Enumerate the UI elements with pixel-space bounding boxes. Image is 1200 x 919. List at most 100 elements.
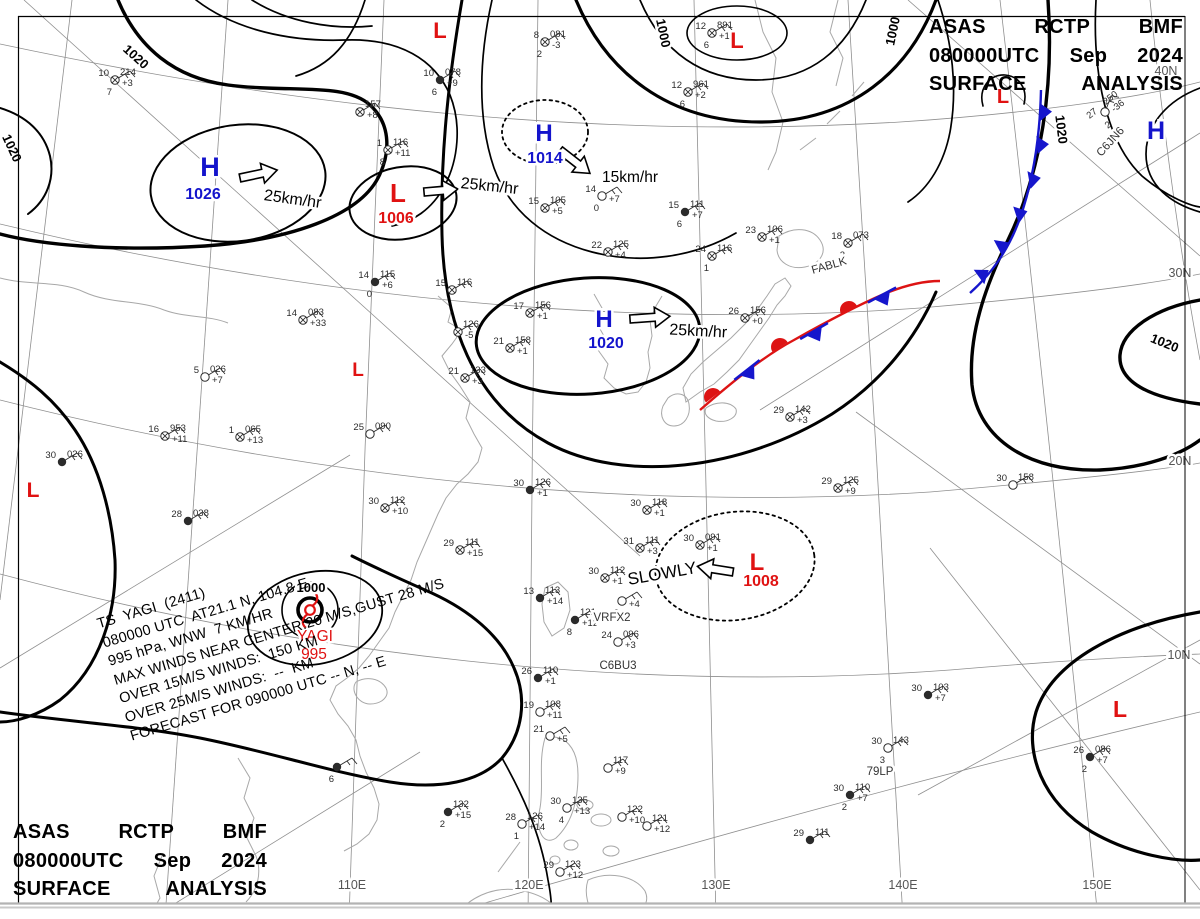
- station-change: +11: [547, 710, 562, 721]
- station-sky-glyph: [236, 433, 244, 441]
- pressure-center-symbol: H: [1147, 117, 1165, 145]
- graticule-label: 140E: [888, 878, 917, 892]
- station-pressure: 156: [535, 300, 551, 311]
- station-plot: 30 143 3: [871, 735, 908, 766]
- station-temp: 30: [513, 478, 524, 489]
- station-plot: 18 073 2: [831, 230, 868, 261]
- storm-isobar-ring: [296, 596, 324, 624]
- station-change: +3: [472, 376, 483, 387]
- station-plot: 126-5: [453, 319, 479, 341]
- station-temp: 12: [695, 21, 706, 32]
- station-change: +14: [547, 596, 563, 607]
- title-line-1: ASAS RCTP BMF: [929, 13, 1183, 42]
- station-circle: [570, 615, 580, 625]
- station-plot: 121+12: [642, 813, 670, 835]
- station-temp: 15: [668, 200, 679, 211]
- station-pressure: 086: [1095, 744, 1111, 755]
- station-dewpoint: 2: [840, 250, 845, 261]
- station-temp: 13: [523, 586, 534, 597]
- station-temp: 23: [745, 225, 756, 236]
- isobar: [480, 0, 737, 260]
- station-pressure: 156: [750, 305, 766, 316]
- island: [576, 799, 594, 811]
- station-temp: 26: [1073, 745, 1084, 756]
- station-plot: 1 116+11 8: [377, 137, 411, 168]
- station-pressure: 081: [550, 29, 566, 40]
- station-plot: 15 111+7 6: [668, 199, 706, 230]
- station-temp: 29: [543, 860, 554, 871]
- typhoon-symbol: [301, 591, 319, 629]
- station-temp: 21: [448, 366, 459, 377]
- cold-front-marker: [739, 364, 755, 380]
- coastline: [541, 581, 571, 637]
- station-circle: [517, 819, 527, 829]
- station-temp: 29: [821, 476, 832, 487]
- title-word: 080000UTC: [929, 44, 1040, 67]
- station-plot: 30 126+1: [513, 477, 550, 499]
- station-plot: 14 083+33: [286, 307, 326, 329]
- isobar: [1030, 610, 1200, 862]
- coastlines: [0, 0, 865, 903]
- station-change: +0: [752, 316, 763, 327]
- station-circle: [535, 593, 545, 603]
- station-temp: 24: [601, 630, 612, 641]
- station-temp: 27: [1085, 106, 1100, 121]
- station-pressure: 126: [535, 477, 551, 488]
- pressure-center-symbol: H: [200, 152, 220, 182]
- station-plot: 122+10: [617, 804, 645, 826]
- isobar: [0, 554, 524, 787]
- station-sky-glyph: [604, 248, 612, 256]
- station-temp: 14: [286, 308, 297, 319]
- station-sky-glyph: [696, 541, 704, 549]
- island: [590, 813, 612, 827]
- isobar: [981, 74, 1026, 107]
- station-plot: 29 125+9: [821, 475, 858, 497]
- station-temp: 29: [443, 538, 454, 549]
- station-change: +8: [367, 110, 378, 121]
- station-sky-glyph: [456, 546, 464, 554]
- station-sky-glyph: [636, 544, 644, 552]
- station-sky-glyph: [834, 484, 842, 492]
- station-dewpoint: 2: [440, 819, 445, 830]
- station-sky-glyph: [381, 504, 389, 512]
- station-pressure: 065: [245, 424, 261, 435]
- station-pressure: 116: [717, 243, 732, 254]
- station-circle: [642, 821, 652, 831]
- pressure-center-symbol: L: [730, 28, 743, 53]
- ship-id-label: VRFX2: [593, 612, 630, 624]
- grid-line: [847, 0, 903, 903]
- title-word: RCTP: [1034, 16, 1091, 38]
- coastline: [353, 678, 388, 705]
- grid-line: [165, 0, 229, 903]
- station-pressure: 073: [853, 230, 869, 241]
- fronts: [699, 89, 1052, 411]
- station-dewpoint: 2: [1082, 764, 1087, 775]
- title-word: 2024: [1137, 44, 1183, 67]
- isobar-closed: [474, 276, 702, 396]
- station-dewpoint: 2: [537, 49, 542, 60]
- station-temp: 30: [368, 496, 379, 507]
- station-change: -5: [465, 330, 473, 341]
- station-pressure: 090: [375, 421, 391, 432]
- station-sky-glyph: [506, 344, 514, 352]
- station-sky-glyph: [643, 506, 651, 514]
- movement-arrows: [238, 145, 735, 581]
- station-dewpoint: 4: [559, 815, 564, 826]
- station-dewpoint: 2: [1103, 119, 1114, 131]
- station-plot: 29 111+15: [443, 537, 483, 559]
- coastline: [661, 393, 690, 427]
- station-circle: [545, 731, 555, 741]
- station-pressure: 133: [470, 365, 486, 376]
- station-plot: 1 065+13: [229, 424, 263, 446]
- station-sky-glyph: [454, 328, 462, 336]
- title-line-1: ASAS RCTP BMF: [13, 818, 267, 847]
- coastline: [467, 888, 552, 903]
- movement-speed-label: 15km/hr: [602, 169, 658, 186]
- ship-id-label: 79LP: [867, 766, 894, 778]
- station-change: +3: [797, 415, 808, 426]
- station-change: +12: [567, 870, 583, 881]
- station-temp: 29: [793, 828, 804, 839]
- station-change: +9: [447, 78, 458, 89]
- station-temp: 1: [377, 138, 382, 149]
